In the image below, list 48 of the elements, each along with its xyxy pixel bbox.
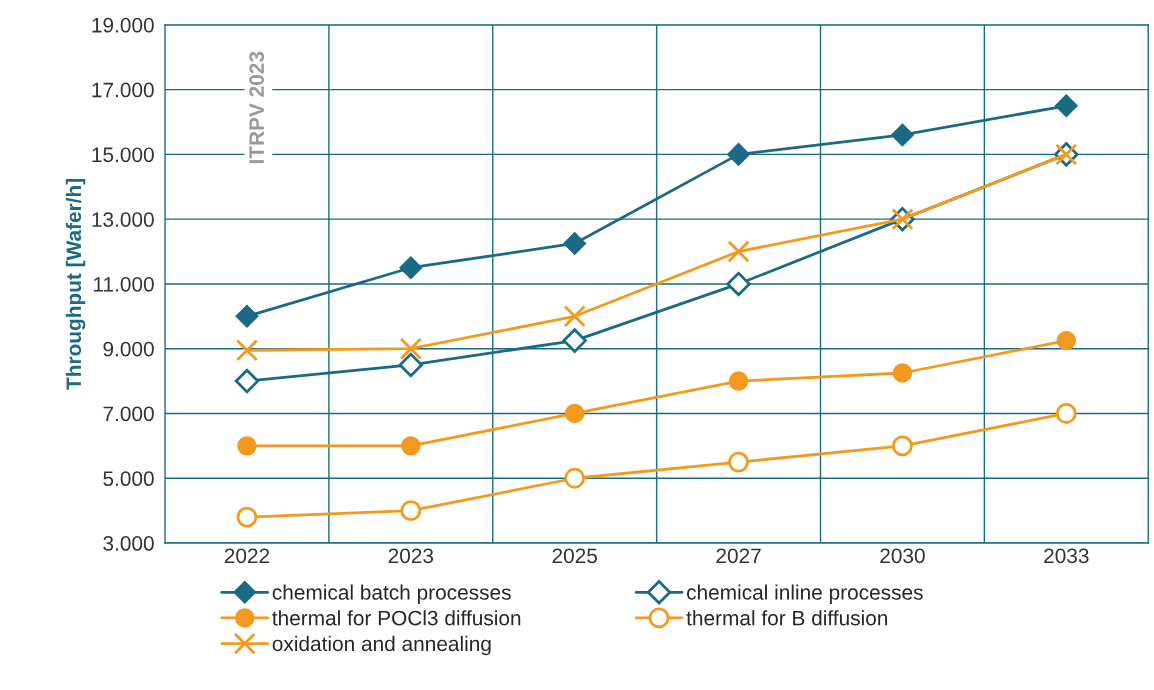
- point: [892, 363, 913, 383]
- point: [398, 352, 424, 378]
- y-tick-label: 7.000: [103, 406, 154, 422]
- point: [728, 451, 749, 473]
- y-tick-label: 15.000: [92, 147, 154, 163]
- y-tick-label: 19.000: [92, 17, 154, 33]
- point: [235, 339, 259, 362]
- point: [1054, 94, 1078, 118]
- y-axis-title: Throughput [Wafer/h]: [65, 179, 86, 390]
- legend-label: thermal for B diffusion: [686, 610, 888, 626]
- legend-label: chemical inline processes: [687, 584, 923, 604]
- y-tick-label: 13.000: [92, 212, 154, 227]
- x-tick-label: 2022: [224, 548, 270, 564]
- legend-label: oxidation and annealing: [272, 635, 491, 656]
- point: [236, 506, 258, 528]
- point: [890, 123, 914, 147]
- legend-label: chemical batch processes: [272, 584, 511, 604]
- point: [564, 403, 585, 424]
- point: [399, 256, 423, 280]
- y-tick-label: 11.000: [94, 276, 154, 292]
- point: [727, 240, 750, 263]
- y-tick-label: 5.000: [103, 471, 154, 487]
- x-tick-label: 2025: [552, 548, 597, 564]
- point: [399, 337, 422, 360]
- legend-label: thermal for POCl3 diffusion: [272, 610, 521, 626]
- x-tick-label: 2027: [716, 548, 761, 564]
- point: [235, 304, 259, 328]
- point: [401, 436, 421, 456]
- point: [1055, 403, 1077, 424]
- point: [892, 435, 913, 457]
- point: [1056, 330, 1077, 351]
- y-tick-label: 17.000: [92, 82, 154, 98]
- point: [727, 142, 751, 166]
- point: [234, 368, 260, 394]
- point: [726, 271, 751, 297]
- point: [563, 231, 587, 255]
- x-tick-label: 2033: [1044, 548, 1089, 564]
- x-tick-label: 2023: [388, 548, 434, 564]
- point: [728, 371, 749, 391]
- point: [563, 305, 586, 328]
- point: [562, 328, 587, 353]
- point: [400, 500, 422, 522]
- y-tick-label: 3.000: [103, 536, 154, 551]
- annotation: ITRPV 2023: [249, 51, 265, 164]
- y-tick-label: 9.000: [103, 341, 154, 357]
- x-tick-label: 2030: [880, 548, 925, 564]
- point: [237, 436, 257, 456]
- point: [564, 467, 586, 489]
